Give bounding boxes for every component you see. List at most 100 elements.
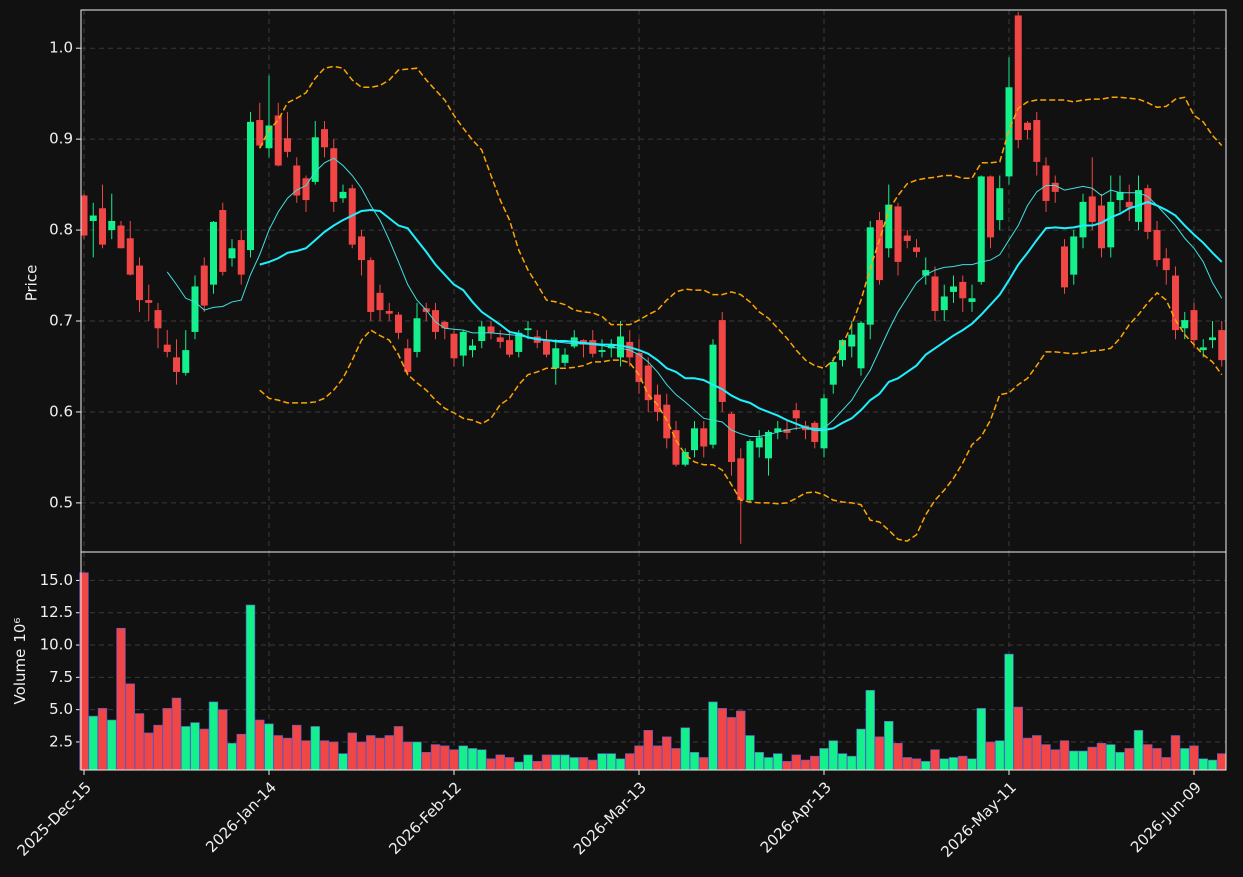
volume-bar [319, 740, 330, 771]
volume-bar [939, 758, 949, 771]
volume-bar [976, 708, 986, 771]
y-tick-label: 5.0 [49, 700, 73, 718]
volume-bar [282, 737, 293, 771]
candle-body [367, 260, 375, 312]
volume-bar [930, 749, 940, 771]
candle-body [765, 431, 772, 459]
volume-bar [551, 754, 561, 771]
candle-body [459, 331, 467, 356]
candle-body [441, 321, 449, 329]
candle-body [247, 121, 254, 251]
volume-bar [153, 724, 163, 771]
candle-body [913, 247, 920, 252]
candle-body [432, 310, 439, 332]
candle-body [80, 195, 88, 236]
candle-body [672, 430, 680, 465]
volume-bar [366, 735, 376, 771]
candle-body [1070, 236, 1078, 275]
candle-body [857, 322, 865, 369]
volume-bar [995, 740, 1005, 771]
candle-body [848, 334, 856, 347]
candle-body [256, 120, 264, 146]
y-tick-label: 0.8 [49, 221, 73, 239]
candle-body [839, 340, 846, 361]
candle-body [154, 310, 162, 329]
volume-bar [1069, 750, 1079, 771]
candle-body [1172, 275, 1179, 331]
volume-bar [227, 742, 237, 771]
candle-body [1218, 330, 1226, 361]
candle-body [820, 398, 828, 449]
volume-bar [523, 754, 533, 771]
volume-bar [338, 753, 348, 771]
volume-bar [199, 728, 209, 771]
volume-bar [708, 701, 718, 771]
volume-bar [958, 755, 968, 771]
volume-bar [1161, 757, 1171, 771]
volume-bar [273, 735, 283, 771]
candle-body [478, 326, 486, 342]
volume-bar [190, 722, 200, 771]
volume-bar [634, 745, 644, 771]
volume-bar [310, 726, 320, 771]
candle-body [718, 320, 726, 402]
indicator-line [259, 291, 1223, 542]
candle-body [524, 328, 532, 331]
volume-bar [495, 754, 505, 771]
volume-bar [1180, 748, 1190, 771]
candle-body [311, 137, 319, 182]
volume-bar [477, 749, 487, 771]
candle-body [1153, 230, 1161, 261]
candle-body [876, 220, 883, 281]
volume-bar [181, 726, 191, 771]
volume-bar [810, 755, 820, 771]
volume-bar [236, 733, 246, 771]
volume-bar [412, 741, 422, 771]
candle-body [496, 337, 504, 342]
candle-body [1051, 182, 1059, 192]
volume-bar [208, 701, 219, 771]
candle-body [99, 208, 106, 245]
volume-bar [893, 742, 903, 771]
candle-body [321, 129, 328, 148]
volume-bar [597, 753, 607, 771]
candle-body [302, 178, 310, 201]
candle-body [654, 394, 661, 412]
candle-body [728, 413, 735, 462]
volume-bar [384, 735, 394, 771]
candle-body [709, 344, 717, 445]
candle-body [1088, 196, 1096, 222]
candle-body [228, 248, 236, 259]
volume-bar [1059, 740, 1070, 771]
volume-bar [458, 745, 468, 771]
candle-body [1098, 205, 1105, 249]
volume-bar [717, 708, 727, 771]
candle-body [487, 326, 495, 333]
y-tick-label: 0.9 [49, 130, 73, 148]
candle-body [385, 311, 393, 314]
volume-bar [800, 759, 811, 771]
candle-body [617, 336, 624, 358]
candle-body [191, 286, 199, 332]
y-tick-label: 12.5 [40, 603, 73, 621]
candle-body [1024, 122, 1031, 131]
candle-body [330, 148, 338, 202]
volume-bar [486, 758, 496, 771]
panel-frame [80, 551, 1227, 771]
volume-bar [625, 753, 635, 771]
candle-body [922, 270, 930, 276]
volume-bar [680, 727, 690, 771]
candle-body [1162, 258, 1170, 271]
volume-bar [1124, 748, 1134, 771]
volume-bar [356, 741, 367, 771]
volume-bar [107, 719, 117, 771]
volume-bar [652, 745, 663, 771]
volume-bar [1041, 744, 1051, 771]
volume-bar [726, 717, 737, 771]
candle-body [1209, 337, 1216, 341]
y-tick-label: 0.7 [49, 312, 73, 330]
candle-body [173, 357, 180, 372]
volume-bar [1013, 706, 1023, 771]
price-axis-label: Price [23, 265, 41, 302]
